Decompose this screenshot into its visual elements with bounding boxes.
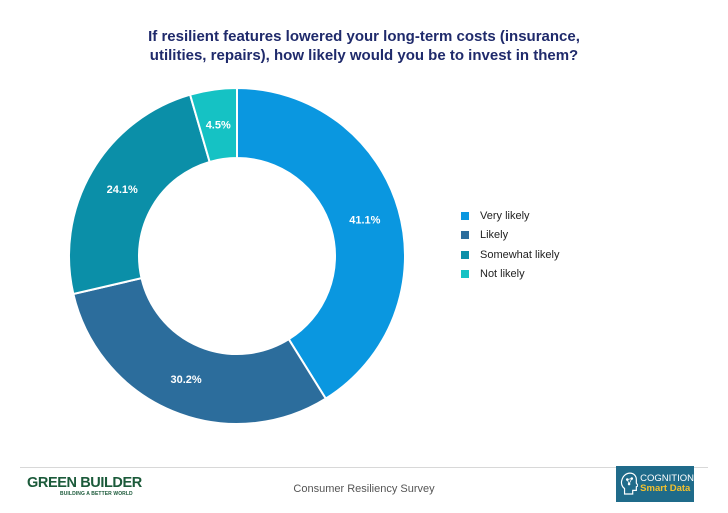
green-builder-logo-name: GREEN BUILDER bbox=[27, 475, 142, 491]
cognition-logo-line1: COGNITION bbox=[640, 473, 694, 485]
chart-title: If resilient features lowered your long-… bbox=[148, 28, 580, 64]
legend-swatch-not-likely bbox=[461, 270, 469, 279]
cognition-logo: COGNITION Smart Data bbox=[616, 466, 694, 502]
legend-swatch-very-likely bbox=[461, 211, 469, 220]
survey-name: Consumer Resiliency Survey bbox=[293, 483, 435, 495]
head-icon bbox=[620, 472, 639, 495]
legend-label-not-likely: Not likely bbox=[480, 268, 525, 281]
legend-item-very-likely: Very likely bbox=[461, 206, 559, 226]
legend-item-likely: Likely bbox=[461, 226, 559, 246]
slice-likely bbox=[72, 276, 328, 425]
legend-label-very-likely: Very likely bbox=[480, 209, 530, 222]
legend-label-likely: Likely bbox=[480, 229, 509, 242]
legend-label-somewhat-likely: Somewhat likely bbox=[480, 248, 560, 261]
data-label-likely: 30.2% bbox=[170, 374, 201, 386]
legend-item-not-likely: Not likely bbox=[461, 265, 559, 285]
legend-item-somewhat-likely: Somewhat likely bbox=[461, 245, 559, 265]
data-label-very-likely: 41.1% bbox=[349, 214, 380, 226]
green-builder-logo: GREEN BUILDER BUILDING A BETTER WORLD bbox=[27, 476, 142, 497]
footer-divider bbox=[20, 467, 708, 468]
legend-swatch-somewhat-likely bbox=[461, 250, 469, 259]
green-builder-logo-tagline: BUILDING A BETTER WORLD bbox=[60, 490, 133, 497]
legend-swatch-likely bbox=[461, 231, 469, 240]
legend: Very likely Likely Somewhat likely Not like… bbox=[461, 206, 559, 284]
cognition-logo-line2: Smart Data bbox=[640, 483, 691, 494]
data-label-somewhat-likely: 24.1% bbox=[107, 184, 138, 196]
slice-not-likely bbox=[188, 86, 238, 164]
donut-slices bbox=[68, 86, 406, 425]
slice-somewhat-likely bbox=[68, 93, 211, 296]
donut-data-labels: 41.1% 30.2% 24.1% 4.5% bbox=[107, 119, 381, 386]
slice-very-likely bbox=[236, 86, 406, 401]
data-label-not-likely: 4.5% bbox=[206, 119, 231, 131]
